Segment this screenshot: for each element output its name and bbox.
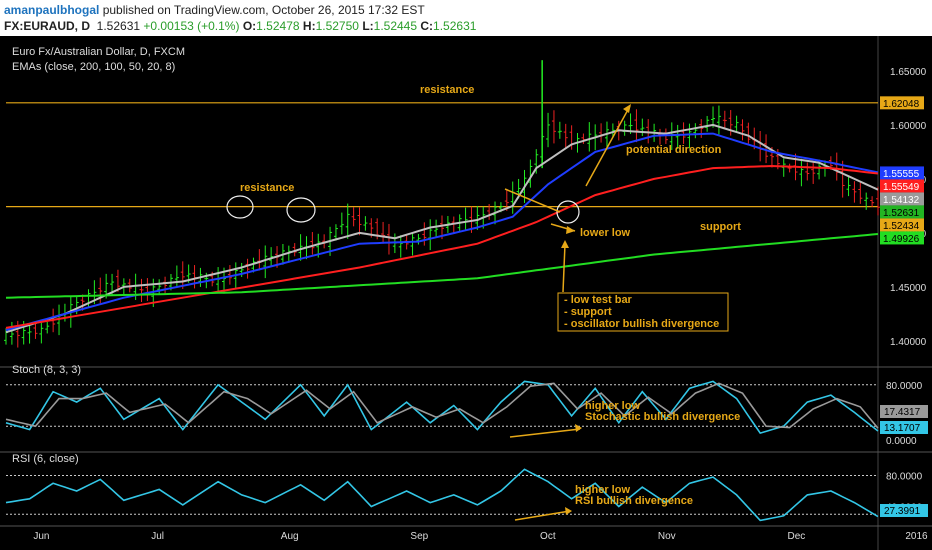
high-label: H: [302,19,316,33]
time-axis: Jun Jul Aug Sep Oct Nov Dec 2016 [0,525,932,542]
price-pane: 1.650001.600001.550001.500001.450001.400… [4,36,927,550]
low-value: 1.52445 [373,19,418,33]
stoch-tick-label: 0.0000 [886,436,917,447]
arrow-line [504,188,561,213]
price-tick-label: 1.60000 [890,121,927,132]
price-tick-label: 1.45000 [890,283,927,294]
arrow-head [566,226,575,234]
price-tag-label: 1.52631 [883,208,920,219]
arrow-head [575,424,582,432]
arrow-head [623,104,631,113]
close-label: C: [420,19,434,33]
price-tag-box [880,192,924,206]
annotation-box-line-3: - oscillator bullish divergence [564,318,719,330]
stoch-value-label: 13.1707 [884,423,921,434]
highlight-circle [286,197,316,223]
divergence-line [509,428,581,438]
annotation-box-line-1: - low test bar [564,294,633,306]
main-title: Euro Fx/Australian Dollar, D, FXCM [12,46,185,58]
ema-line-200 [5,233,879,299]
rsi-value-label: 27.3991 [884,506,921,517]
stoch-value-label: 17.4317 [884,407,921,418]
high-value: 1.52750 [315,19,359,33]
annotations-layer [226,104,729,521]
price-tag-box [880,96,924,110]
ohlc-line: FX:EURAUD, D 1.52631 +0.00153 (+0.1%) O:… [4,19,476,33]
rsi-line-0 [5,468,879,522]
divergence-line [514,510,571,521]
time-tick-label: Jun [33,531,49,542]
price-tag-box [880,166,924,180]
author-link[interactable]: amanpaulbhogal [4,3,100,17]
stoch-value-box [880,421,928,434]
close-value: 1.52631 [433,19,477,33]
annotation-resistance-top: resistance [420,84,474,96]
stoch-line-1 [5,382,879,429]
stoch-title: Stoch (8, 3, 3) [12,364,81,376]
open-value: 1.52478 [256,19,300,33]
low-label: L: [362,19,374,33]
chart-canvas[interactable]: 1.650001.600001.550001.500001.450001.400… [0,36,932,550]
open-label: O: [242,19,257,33]
stoch-annotation-1: higher low [585,400,640,412]
rsi-annotation-2: RSI bullish divergence [575,495,693,507]
annotation-potential-direction: potential direction [626,144,722,156]
last-price: 1.52631 [96,19,141,33]
highlight-circle [226,195,254,219]
price-tag-box [880,231,924,245]
time-tick-label: Jul [151,531,164,542]
arrow-head [561,240,569,248]
stoch-line-0 [5,380,879,435]
published-text: published on TradingView.com, October 26… [102,3,425,17]
arrow-line [585,105,631,187]
price-tag-label: 1.49926 [883,234,920,245]
price-tag-label: 1.54132 [883,195,920,206]
price-tag-label: 1.52434 [883,221,920,232]
time-tick-label: Aug [281,531,299,542]
main-subtitle: EMAs (close, 200, 100, 50, 20, 8) [12,61,175,73]
annotation-resistance-left: resistance [240,182,294,194]
stoch-annotation-2: Stochastic bullish divergence [585,411,740,423]
annotation-support: support [700,221,741,233]
time-tick-label: Sep [410,531,428,542]
price-tag-box [880,179,924,193]
ema-line-8 [5,123,879,334]
publish-line: amanpaulbhogal published on TradingView.… [4,3,425,17]
price-tag-label: 1.55549 [883,182,920,193]
header-bar: amanpaulbhogal published on TradingView.… [0,0,932,36]
stochastic-pane: 80.0000 0.0000 17.4317 13.1707 [0,366,932,447]
annotation-lower-low: lower low [580,227,631,239]
annotation-box [557,292,729,332]
price-tag-box [880,205,924,219]
price-tick-label: 1.65000 [890,67,927,78]
price-tick-label: 1.40000 [890,337,927,348]
price-tag-box [880,218,924,232]
symbol-text: FX:EURAUD, D [4,19,90,33]
ema-line-20 [5,132,879,332]
ema-line-50 [5,164,879,329]
change-text: +0.00153 (+0.1%) [143,19,240,33]
price-tag-label: 1.62048 [883,99,920,110]
highlight-circle [556,200,580,224]
arrow-head [565,507,572,515]
time-tick-label: Dec [788,531,806,542]
stoch-value-box [880,405,928,418]
rsi-tick-label: 80.0000 [886,472,923,483]
price-tag-label: 1.55555 [883,169,920,180]
rsi-annotation-1: higher low [575,484,630,496]
time-tick-label: Oct [540,531,556,542]
annotation-box-line-2: - support [564,306,612,318]
arrow-line [562,243,566,293]
time-tick-label: 2016 [905,531,928,542]
time-tick-label: Nov [658,531,676,542]
rsi-value-box [880,504,928,517]
stoch-tick-label: 80.0000 [886,381,923,392]
rsi-title: RSI (6, close) [12,453,79,465]
